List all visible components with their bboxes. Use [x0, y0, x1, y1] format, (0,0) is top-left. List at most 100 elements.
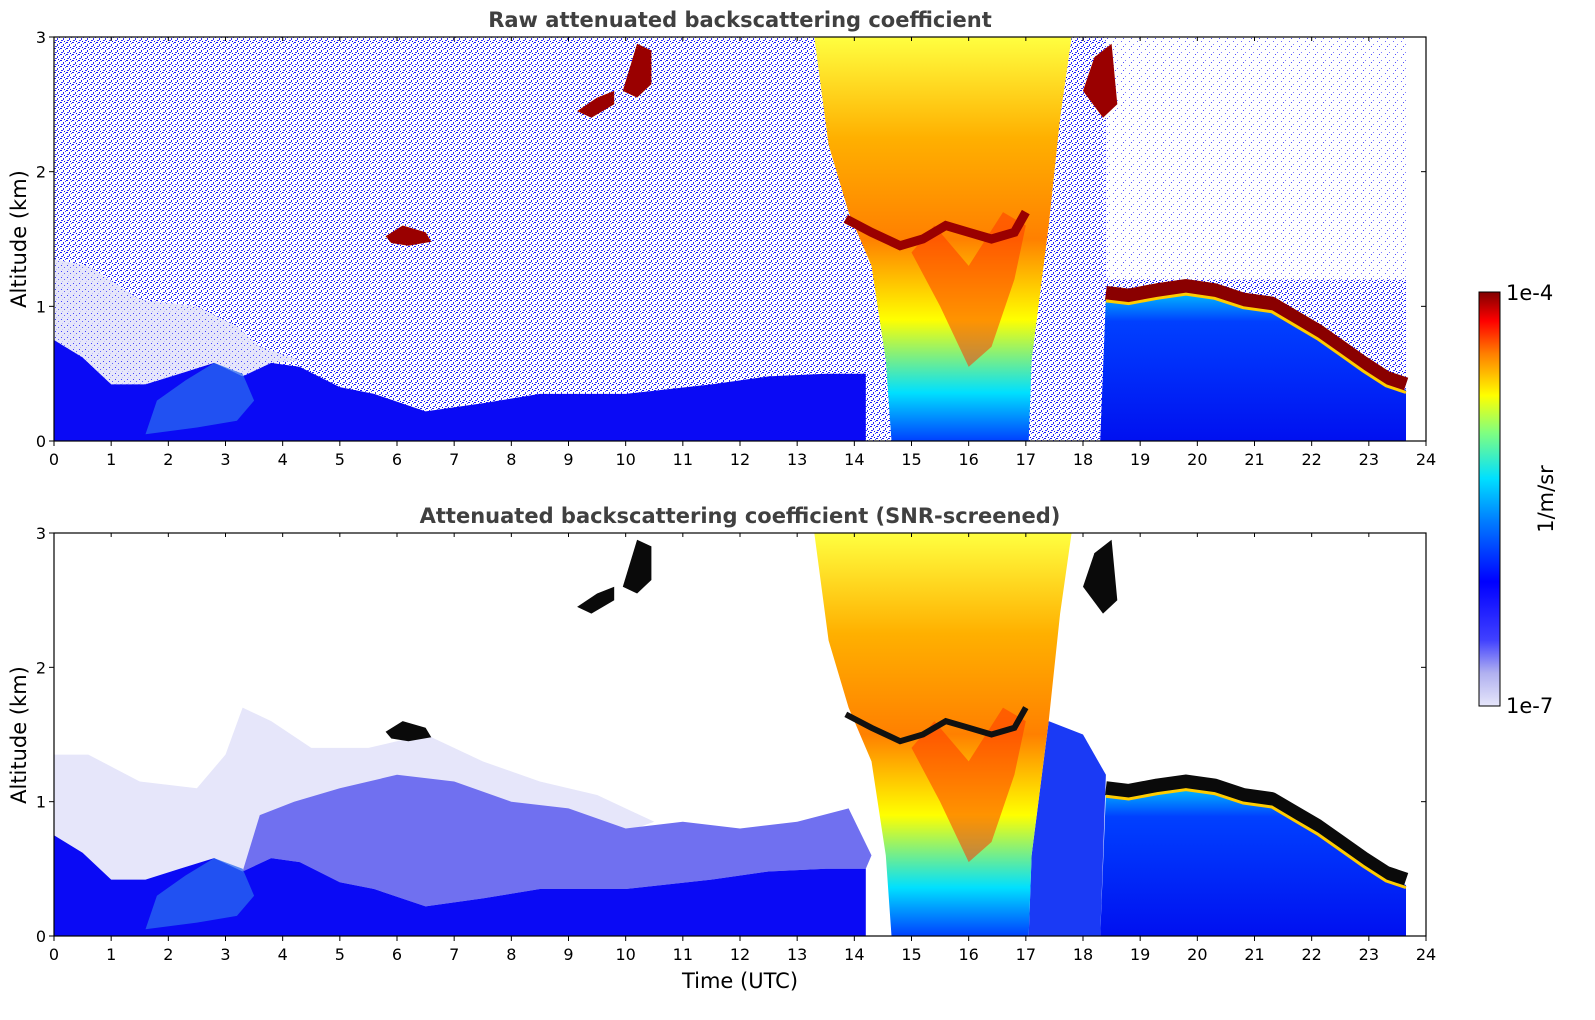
raw-sub-cloud-layer [1100, 291, 1406, 441]
panel2-y-ticks: 0 1 2 3 [36, 524, 1426, 946]
y-tick-label: 3 [36, 524, 46, 543]
screened-cloud-patches [385, 539, 1118, 742]
x-tick-label: 20 [1187, 450, 1207, 469]
x-tick-label: 4 [278, 450, 288, 469]
panel1-y-axis-label: Altitude (km) [7, 170, 31, 308]
y-tick-label: 2 [36, 163, 46, 182]
colorbar-unit-label: 1/m/sr [1534, 465, 1558, 533]
x-tick-label: 24 [1416, 945, 1436, 964]
cloud-patch [385, 225, 432, 246]
x-tick-label: 12 [730, 945, 750, 964]
colorbar-max-label: 1e-4 [1506, 281, 1553, 305]
cloud-patch [622, 43, 652, 98]
raw-sparse-noise [1105, 37, 1406, 280]
x-tick-label: 7 [449, 945, 459, 964]
x-tick-label: 18 [1073, 450, 1093, 469]
cloud-patch [622, 539, 652, 594]
panel2-title: Attenuated backscattering coefficient (S… [420, 504, 1061, 528]
x-tick-label: 3 [220, 945, 230, 964]
raw-no-data-region [1405, 37, 1426, 441]
x-tick-label: 14 [844, 945, 864, 964]
raw-precipitation-core [911, 212, 1026, 367]
cloud-patch [1083, 539, 1118, 614]
panel1-y-ticks: 0 1 2 3 [36, 28, 1426, 451]
x-tick-label: 11 [673, 450, 693, 469]
x-tick-label: 20 [1187, 945, 1207, 964]
x-tick-label: 9 [563, 450, 573, 469]
raw-lavender-region [54, 259, 300, 385]
x-tick-label: 5 [335, 945, 345, 964]
colorbar-min-label: 1e-7 [1506, 694, 1553, 718]
x-tick-label: 13 [787, 450, 807, 469]
x-tick-label: 6 [392, 945, 402, 964]
x-tick-label: 2 [163, 450, 173, 469]
panel1-title: Raw attenuated backscattering coefficien… [488, 8, 992, 32]
x-tick-label: 21 [1244, 945, 1264, 964]
screened-boundary-layer-dome [145, 858, 255, 930]
x-tick-label: 8 [506, 945, 516, 964]
x-tick-label: 5 [335, 450, 345, 469]
raw-boundary-layer-dome [145, 362, 255, 435]
x-tick-label: 17 [1016, 450, 1036, 469]
y-tick-label: 1 [36, 793, 46, 812]
x-tick-label: 18 [1073, 945, 1093, 964]
x-tick-label: 10 [615, 450, 635, 469]
screened-stratocumulus-edge [1105, 788, 1407, 890]
x-tick-label: 9 [563, 945, 573, 964]
y-tick-label: 0 [36, 927, 46, 946]
x-tick-label: 11 [673, 945, 693, 964]
x-tick-label: 1 [106, 945, 116, 964]
cloud-patch [577, 586, 615, 614]
colorbar: 1e-4 1e-7 1/m/sr [1478, 281, 1558, 718]
raw-boundary-layer [54, 340, 866, 441]
snr-screened-heatmap [54, 533, 1426, 936]
x-tick-label: 22 [1301, 945, 1321, 964]
x-tick-label: 13 [787, 945, 807, 964]
x-tick-label: 22 [1301, 450, 1321, 469]
x-axis-label: Time (UTC) [681, 969, 798, 993]
y-tick-label: 0 [36, 432, 46, 451]
x-tick-label: 21 [1244, 450, 1264, 469]
x-tick-label: 2 [163, 945, 173, 964]
x-tick-label: 19 [1130, 450, 1150, 469]
x-tick-label: 16 [958, 450, 978, 469]
cloud-patch [385, 721, 432, 742]
x-tick-label: 4 [278, 945, 288, 964]
x-tick-label: 3 [220, 450, 230, 469]
x-tick-label: 19 [1130, 945, 1150, 964]
raw-cloud-band-dark-red [843, 209, 1030, 251]
raw-backscatter-panel: Raw attenuated backscattering coefficien… [7, 8, 1436, 469]
screened-cloud-band-black [844, 706, 1029, 745]
raw-cloud-patches [385, 43, 1118, 246]
raw-backscatter-heatmap [54, 37, 1426, 441]
raw-stratocumulus-edge [1105, 292, 1407, 394]
panel1-x-ticks: 0 1 2 3 4 5 6 7 8 9 10 11 12 13 14 15 16 17 18 19 20 21 22 23 24 [49, 37, 1436, 469]
screened-boundary-layer [54, 835, 866, 936]
x-tick-label: 17 [1016, 945, 1036, 964]
x-tick-label: 0 [49, 450, 59, 469]
x-tick-label: 23 [1359, 450, 1379, 469]
y-tick-label: 1 [36, 297, 46, 316]
cloud-patch [1083, 43, 1118, 118]
x-tick-label: 10 [615, 945, 635, 964]
x-tick-label: 8 [506, 450, 516, 469]
snr-screened-panel: Attenuated backscattering coefficient (S… [7, 504, 1436, 993]
colorbar-gradient [1478, 291, 1501, 707]
x-tick-label: 1 [106, 450, 116, 469]
x-tick-label: 0 [49, 945, 59, 964]
screened-sub-cloud-layer [1100, 786, 1406, 936]
x-tick-label: 7 [449, 450, 459, 469]
x-tick-label: 16 [958, 945, 978, 964]
screened-stratocumulus-cloud [1105, 774, 1409, 887]
panel2-y-axis-label: Altitude (km) [7, 666, 31, 804]
screened-post-storm-layer [1028, 721, 1106, 936]
cloud-patch [577, 90, 615, 118]
raw-stratocumulus-cloud [1105, 279, 1409, 392]
x-tick-label: 15 [901, 450, 921, 469]
x-tick-label: 14 [844, 450, 864, 469]
y-tick-label: 3 [36, 28, 46, 47]
x-tick-label: 6 [392, 450, 402, 469]
x-tick-label: 15 [901, 945, 921, 964]
x-tick-label: 24 [1416, 450, 1436, 469]
